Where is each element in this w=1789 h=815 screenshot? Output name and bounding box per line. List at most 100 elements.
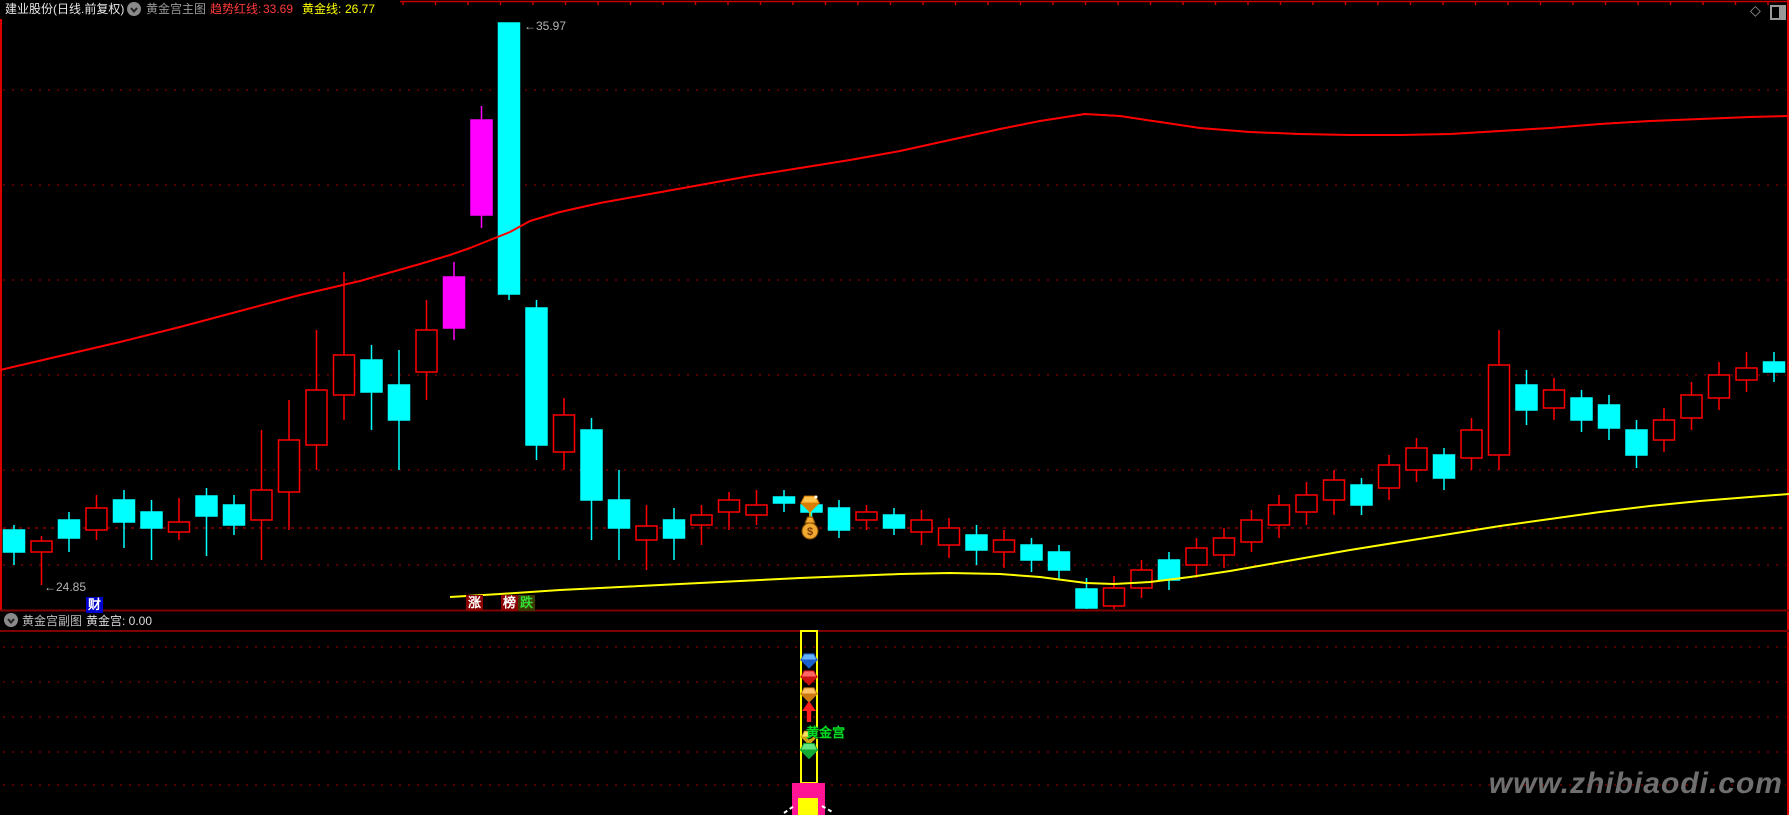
sub-indicator-name[interactable]: 黄金宫副图 [22,614,83,628]
candle [1487,364,1511,456]
candle [1460,429,1483,459]
candle [937,527,961,546]
signal-badge: 跌 [518,595,535,611]
candle [1322,479,1346,501]
diamond-icon[interactable]: ◇ [1750,2,1761,18]
candle [992,539,1016,553]
gem-icon [799,653,819,669]
signal-badge: 涨 [466,595,483,611]
low-price-label: ←24.85 [44,580,87,594]
candle [1185,547,1208,566]
candle [525,307,548,446]
candle [1597,404,1621,429]
candle [277,439,301,493]
trend-line-value: 33.69 [263,2,294,16]
candle [1350,484,1373,506]
gem-icon [799,670,819,686]
candle [415,329,438,373]
candle [195,495,218,517]
sub-indicator-value: 黄金宫: 0.00 [86,614,153,628]
header-bar: 建业股份(日线.前复权) 黄金宫主图 趋势红线: 33.69 黄金线: 26.7… [0,0,1789,19]
candle [910,519,933,533]
chevron-down-icon[interactable] [4,613,18,627]
histogram-bar-yellow [798,798,818,815]
high-price-label: ←35.97 [524,19,567,33]
candle [1542,389,1566,409]
main-indicator-name[interactable]: 黄金宫主图 [146,2,207,16]
candle [1625,429,1648,456]
candle [2,529,26,553]
candle [470,119,493,216]
candle [387,384,411,421]
candle [1130,569,1153,589]
candle [1680,394,1703,419]
white-arc-mark [821,805,835,814]
chevron-down-icon[interactable] [127,2,141,16]
gem-icon [799,687,819,703]
candle [1047,551,1071,571]
candle [57,519,81,539]
white-arc-mark [783,805,795,814]
candle [1267,504,1291,526]
candle [1432,454,1456,479]
candle [1377,464,1401,489]
candle [332,354,356,396]
signal-badge: 财 [86,597,103,613]
candle [1515,384,1538,411]
candle [1735,367,1758,381]
candle [1652,419,1676,441]
candle [140,511,163,529]
gold-line-value: 26.77 [345,2,376,16]
candle [1212,537,1236,556]
gem-icon [800,730,818,746]
candle [855,511,878,521]
candle [30,540,53,553]
candle [965,534,988,551]
candle [1102,587,1126,607]
candle [607,499,631,529]
watermark-text: www.zhibiaodi.com [1488,767,1783,800]
golden-palace-signal-label: 黄金宫 [806,725,846,740]
candle [662,519,686,539]
gridlines [3,89,1786,786]
candle [882,514,906,529]
candle [167,521,191,533]
candle [222,504,246,526]
candles [2,22,1786,609]
candle [635,525,658,541]
candle [1295,494,1318,513]
panel-split-icon[interactable] [1770,5,1786,20]
candle [1020,544,1043,561]
candle [745,504,768,516]
main-chart-signal-markers: $ [799,495,821,540]
candle [1157,559,1181,581]
gem-icon [799,743,819,760]
candle [1707,374,1731,399]
candle [827,507,851,531]
candle [580,429,603,501]
candle [442,276,466,329]
candle [1570,397,1593,421]
money-bag-icon: $ [801,516,819,540]
candle [552,414,576,453]
candle [305,389,328,446]
ma-line-趋势红线 [0,113,1789,371]
signal-badge: 榜 [501,595,518,611]
candle [1075,588,1098,609]
candle [1405,447,1428,471]
candle [85,507,108,531]
candle [360,359,383,393]
candle [690,514,713,526]
sub-chart-signal-column [783,630,835,815]
candle [250,489,273,521]
dollar-symbol: $ [807,526,813,538]
candle [717,499,741,513]
ma-line-黄金线 [449,493,1789,598]
candle [497,22,521,295]
up-arrow-icon [806,711,812,722]
gold-line-label: 黄金线: [302,2,342,16]
candle [1762,361,1786,373]
